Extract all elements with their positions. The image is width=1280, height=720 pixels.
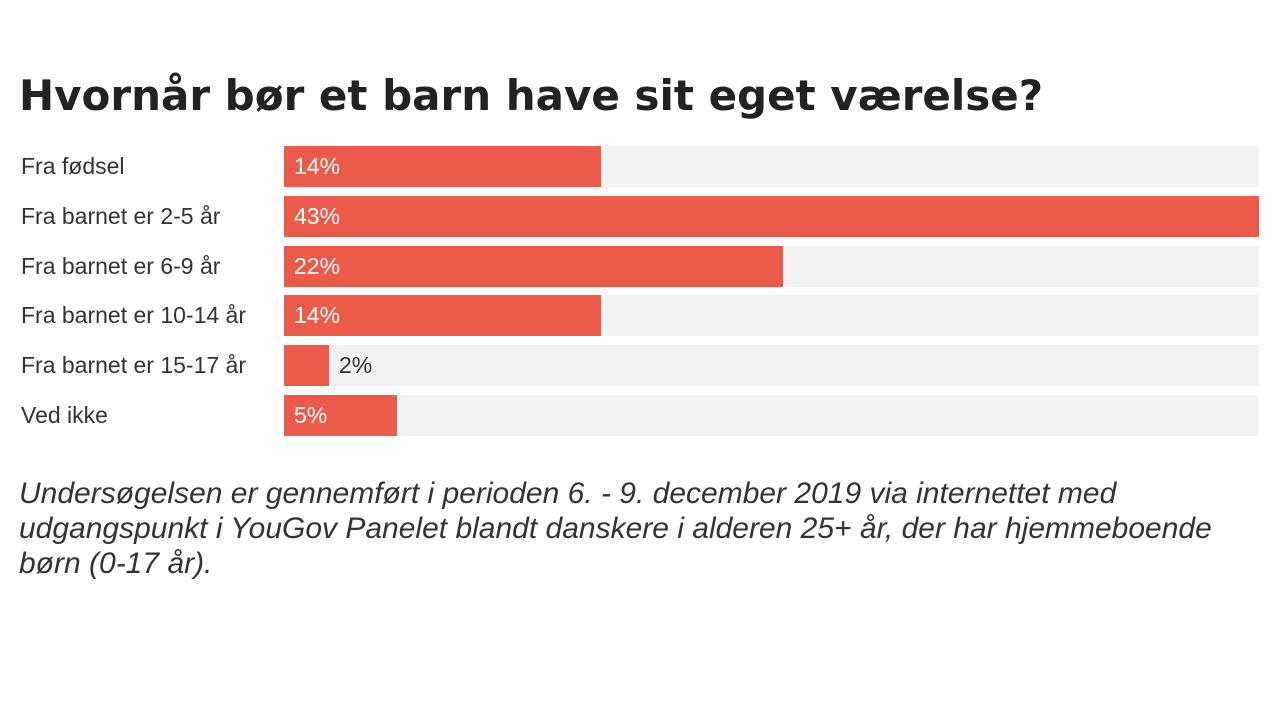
category-label: Fra fødsel bbox=[21, 153, 125, 179]
category-label: Fra barnet er 15-17 år bbox=[21, 352, 247, 379]
value-label: 2% bbox=[339, 352, 373, 379]
value-label: 43% bbox=[294, 202, 341, 229]
category-label: Ved ikke bbox=[21, 402, 108, 428]
bar-track: 2% bbox=[284, 345, 1259, 387]
category-label: Fra barnet er 6-9 år bbox=[21, 252, 221, 279]
bar-track: 5% bbox=[284, 395, 1259, 436]
value-label: 14% bbox=[294, 302, 341, 329]
bar bbox=[284, 195, 1259, 237]
survey-footnote: Undersøgelsen er gennemført i perioden 6… bbox=[19, 477, 1212, 580]
bar bbox=[284, 146, 601, 187]
category-label: Fra barnet er 2-5 år bbox=[21, 202, 221, 229]
value-label: 14% bbox=[294, 153, 341, 179]
category-label: Fra barnet er 10-14 år bbox=[21, 302, 247, 329]
bar bbox=[284, 395, 397, 436]
bar-chart: Fra fødsel 14% Fra barnet er 2-5 år 43% Fra … bbox=[21, 146, 1259, 436]
value-label: 5% bbox=[294, 402, 328, 428]
bar bbox=[284, 295, 601, 337]
bar-track: 22% bbox=[284, 245, 1259, 287]
bar-track: 43% bbox=[284, 195, 1259, 237]
bar bbox=[284, 245, 783, 287]
bar bbox=[284, 345, 329, 387]
bar-track: 14% bbox=[284, 295, 1259, 337]
bar-track: 14% bbox=[284, 146, 1259, 187]
chart-title: Hvornår bør et barn have sit eget værels… bbox=[19, 71, 1044, 120]
value-label: 22% bbox=[294, 252, 341, 279]
